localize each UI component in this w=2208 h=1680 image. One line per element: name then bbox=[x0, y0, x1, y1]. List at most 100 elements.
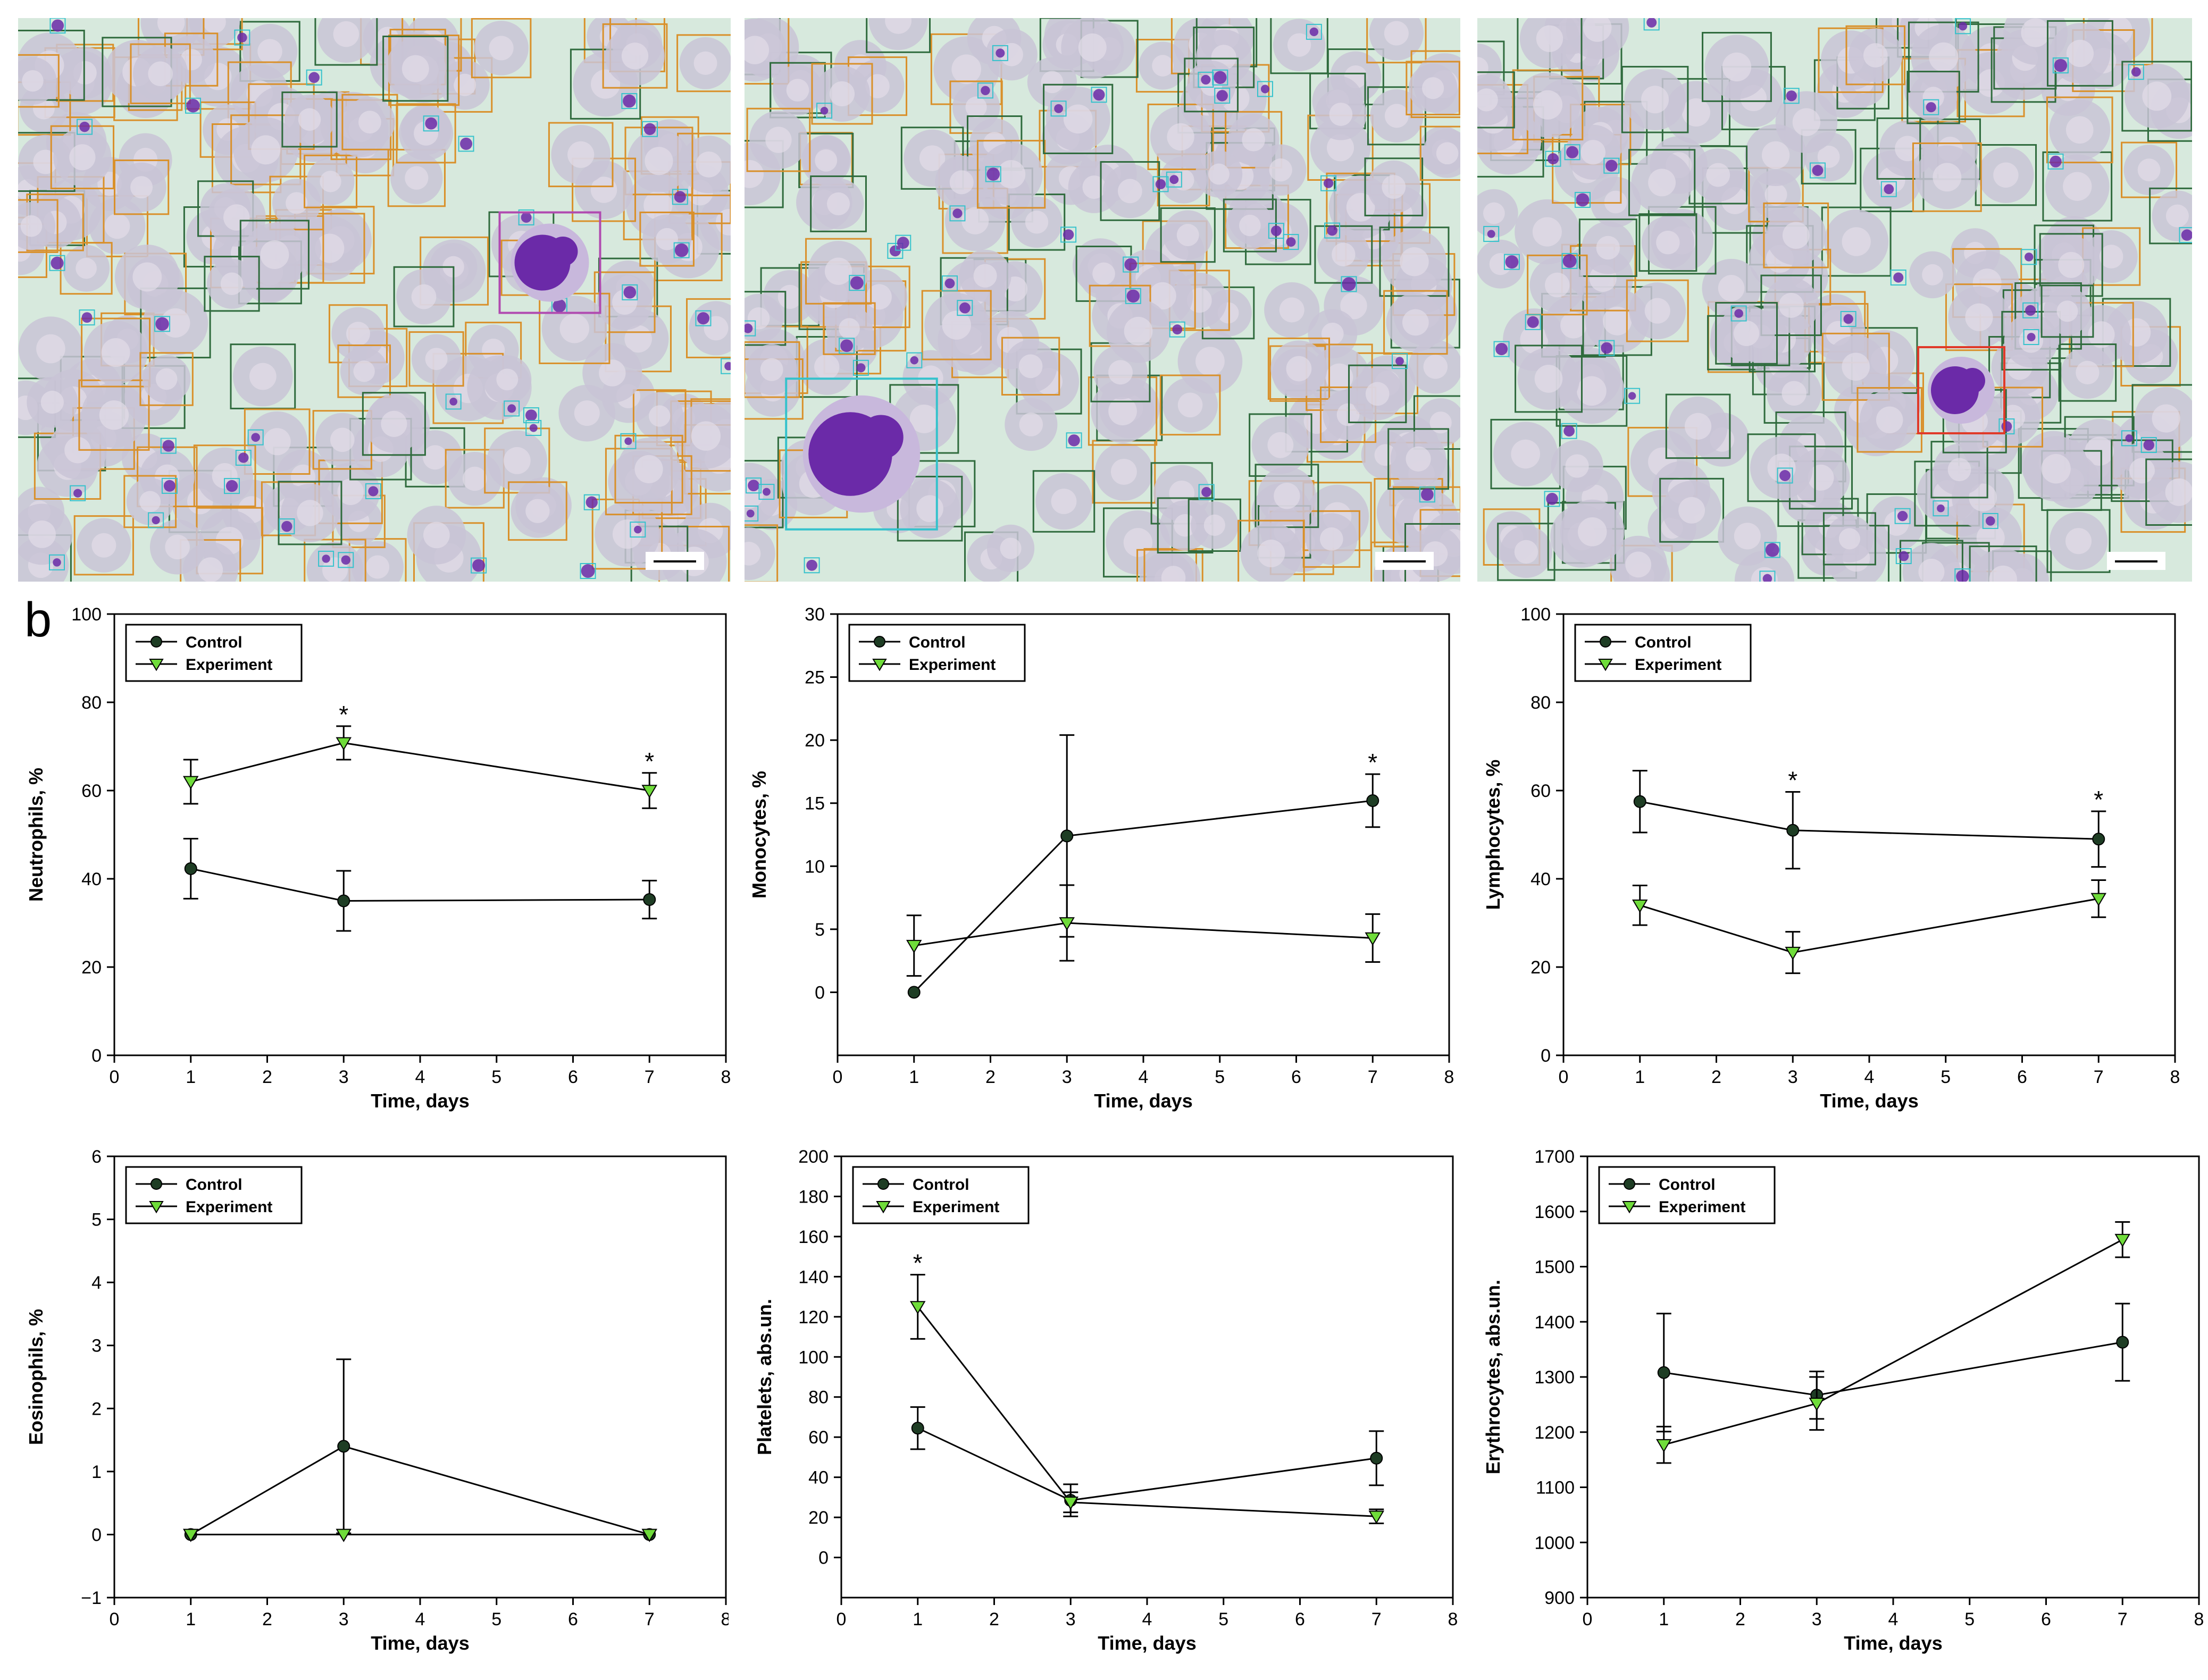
x-tick-label: 4 bbox=[1888, 1609, 1898, 1629]
y-tick-label: 0 bbox=[91, 1525, 102, 1545]
x-tick-label: 8 bbox=[1448, 1609, 1457, 1629]
significance-marker: * bbox=[913, 1249, 923, 1277]
data-point bbox=[1365, 932, 1381, 946]
x-tick-label: 0 bbox=[1583, 1609, 1593, 1629]
legend-marker-experiment bbox=[872, 659, 887, 671]
y-tick-label: 0 bbox=[1541, 1046, 1551, 1066]
x-tick-label: 2 bbox=[262, 1067, 272, 1087]
x-axis-label: Time, days bbox=[371, 1632, 469, 1654]
x-tick-label: 0 bbox=[1559, 1067, 1569, 1087]
data-point bbox=[184, 862, 197, 875]
plot-frame bbox=[830, 613, 1450, 1063]
x-tick-label: 0 bbox=[110, 1609, 120, 1629]
x-tick-label: 8 bbox=[1444, 1067, 1454, 1087]
data-point bbox=[906, 939, 922, 954]
series-line bbox=[1640, 897, 2099, 954]
series-control bbox=[184, 1358, 656, 1541]
leukocyte-neutrophil bbox=[498, 211, 601, 314]
x-tick-label: 2 bbox=[989, 1609, 999, 1629]
x-tick-label: 7 bbox=[645, 1609, 655, 1629]
y-tick-label: 25 bbox=[805, 668, 825, 688]
scale-bar bbox=[646, 552, 704, 570]
micro-image-neutrophil bbox=[18, 18, 731, 582]
y-tick-label: 1300 bbox=[1534, 1367, 1575, 1388]
x-axis-label: Time, days bbox=[1098, 1632, 1196, 1654]
y-tick-label: 140 bbox=[798, 1267, 829, 1287]
legend-marker-experiment bbox=[149, 659, 164, 671]
series-line bbox=[914, 922, 1373, 947]
y-tick-label: 100 bbox=[71, 604, 102, 625]
y-axis-label: Lymphocytes, % bbox=[1482, 760, 1504, 910]
data-point bbox=[1633, 795, 1646, 808]
series-experiment bbox=[906, 884, 1381, 977]
y-tick-label: 30 bbox=[805, 604, 825, 625]
y-tick-label: 1500 bbox=[1534, 1257, 1575, 1278]
series-line bbox=[190, 868, 650, 902]
x-tick-label: 5 bbox=[1964, 1609, 1975, 1629]
scale-bar bbox=[1375, 552, 1434, 570]
data-point bbox=[1785, 946, 1801, 960]
x-tick-label: 6 bbox=[1291, 1067, 1301, 1087]
legend-marker-control bbox=[1624, 1178, 1635, 1190]
x-tick-label: 6 bbox=[568, 1609, 578, 1629]
data-point bbox=[907, 986, 921, 999]
x-tick-label: 4 bbox=[415, 1609, 425, 1629]
legend-marker-control bbox=[874, 636, 885, 648]
x-tick-label: 3 bbox=[1788, 1067, 1798, 1087]
x-tick-label: 2 bbox=[262, 1609, 272, 1629]
legend-marker-experiment bbox=[876, 1201, 891, 1214]
y-tick-label: 80 bbox=[808, 1388, 829, 1408]
series-control bbox=[910, 1406, 1384, 1517]
x-tick-label: 1 bbox=[1659, 1609, 1669, 1629]
platelets bbox=[1483, 18, 2192, 582]
chart-neutrophils: 0 20 40 60 80 100 0 1 2 3 4 5 6 7 8 Time, days Neutrophi… bbox=[0, 595, 734, 1127]
x-tick-label: 0 bbox=[110, 1067, 120, 1087]
series-line bbox=[913, 800, 1373, 993]
series-control bbox=[183, 837, 657, 932]
micro-image-lymphocyte bbox=[1477, 18, 2192, 582]
x-tick-label: 6 bbox=[2017, 1067, 2027, 1087]
y-tick-label: 20 bbox=[805, 730, 825, 751]
data-point bbox=[2114, 1233, 2130, 1247]
rbc-cells bbox=[745, 18, 1460, 582]
y-tick-label: 0 bbox=[815, 982, 825, 1003]
y-tick-label: 60 bbox=[1530, 781, 1551, 801]
data-point bbox=[641, 1528, 657, 1542]
y-tick-label: 20 bbox=[1530, 957, 1551, 978]
x-tick-label: 8 bbox=[721, 1609, 729, 1629]
data-point bbox=[2116, 1335, 2129, 1349]
legend-label: Experiment bbox=[186, 656, 272, 674]
significance-marker: * bbox=[339, 701, 348, 728]
x-tick-label: 4 bbox=[1864, 1067, 1875, 1087]
series-line bbox=[190, 742, 650, 792]
data-point bbox=[1059, 917, 1075, 931]
series-experiment bbox=[910, 1274, 1384, 1524]
legend-label: Experiment bbox=[1659, 1198, 1745, 1216]
data-point bbox=[910, 1301, 926, 1315]
series-control bbox=[907, 734, 1381, 999]
y-tick-label: 60 bbox=[81, 781, 102, 801]
y-tick-label: 200 bbox=[798, 1147, 829, 1167]
x-tick-label: 2 bbox=[1711, 1067, 1721, 1087]
leukocyte-monocyte bbox=[785, 377, 938, 531]
series-line bbox=[190, 1445, 650, 1535]
legend-label: Experiment bbox=[909, 656, 996, 674]
y-tick-label: 180 bbox=[798, 1187, 829, 1207]
y-axis-label: Neutrophils, % bbox=[25, 768, 47, 902]
series-line bbox=[1663, 1341, 2123, 1396]
data-point bbox=[641, 785, 657, 799]
platelets bbox=[745, 23, 1435, 574]
legend-label: Control bbox=[186, 1176, 242, 1194]
y-tick-label: 15 bbox=[805, 794, 825, 814]
data-point bbox=[1657, 1366, 1670, 1379]
micro-image-monocyte bbox=[745, 18, 1460, 582]
x-axis-label: Time, days bbox=[1820, 1090, 1918, 1112]
legend-label: Experiment bbox=[1635, 656, 1721, 674]
rbc-cells bbox=[18, 18, 731, 582]
x-tick-label: 1 bbox=[1635, 1067, 1645, 1087]
chart-erythrocytes: 900 1000 1100 1200 1300 1400 1500 1600 1700 0 1 2 3 4… bbox=[1457, 1138, 2208, 1680]
series-line bbox=[1640, 801, 2099, 840]
x-axis-label: Time, days bbox=[371, 1090, 469, 1112]
y-tick-label: 1000 bbox=[1534, 1533, 1575, 1553]
x-tick-label: 0 bbox=[833, 1067, 843, 1087]
